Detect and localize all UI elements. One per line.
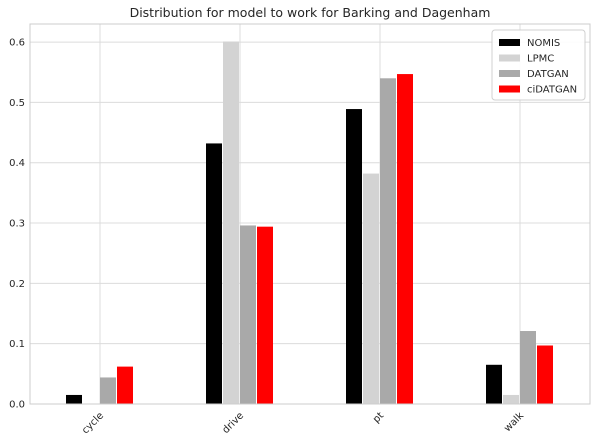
bar-nomis-walk xyxy=(486,364,502,404)
y-tick-label: 0.4 xyxy=(9,158,25,169)
y-tick-label: 0.5 xyxy=(9,98,25,109)
legend-label: LPMC xyxy=(527,54,554,65)
legend-box xyxy=(491,29,586,101)
x-tick-label: pt xyxy=(371,410,386,425)
legend-label: DATGAN xyxy=(527,69,569,80)
bar-datgan-drive xyxy=(240,225,256,404)
plot-frame xyxy=(29,23,591,405)
y-tick-label: 0.1 xyxy=(9,339,25,350)
bar-nomis-pt xyxy=(346,109,362,405)
bar-datgan-pt xyxy=(380,78,396,405)
x-tick-label: cycle xyxy=(80,410,106,436)
legend-label: ciDATGAN xyxy=(527,85,577,96)
bar-datgan-walk xyxy=(520,331,536,404)
y-tick-label: 0.3 xyxy=(9,219,25,230)
bar-cidatgan-drive xyxy=(257,226,273,404)
legend: NOMIS LPMC DATGAN ciDATGAN xyxy=(491,29,586,101)
legend-swatch xyxy=(499,85,520,93)
bar-datgan-cycle xyxy=(100,377,116,404)
legend-swatch xyxy=(499,70,520,77)
bar-cidatgan-walk xyxy=(537,345,553,404)
legend-swatch xyxy=(499,54,520,62)
bar-nomis-cycle xyxy=(66,394,82,404)
legend-swatch xyxy=(499,39,520,46)
plot-area: 0.0 0.1 0.2 0.3 0.4 0.5 0.6 cycle drive pt walk xyxy=(9,23,591,436)
y-tick-label: 0.6 xyxy=(9,38,25,49)
x-tick-label: walk xyxy=(502,410,526,434)
bar-cidatgan-pt xyxy=(397,74,413,405)
x-tick-label: drive xyxy=(220,410,246,436)
y-tick-label: 0.2 xyxy=(9,279,25,290)
bar-cidatgan-cycle xyxy=(117,366,133,404)
y-tick-label: 0.0 xyxy=(9,400,25,411)
chart-title: Distribution for model to work for Barki… xyxy=(130,5,491,20)
bar-lpmc-pt xyxy=(363,173,379,404)
bar-nomis-drive xyxy=(206,143,222,404)
bar-lpmc-walk xyxy=(503,394,519,404)
bar-lpmc-drive xyxy=(223,41,239,404)
legend-label: NOMIS xyxy=(527,38,560,49)
